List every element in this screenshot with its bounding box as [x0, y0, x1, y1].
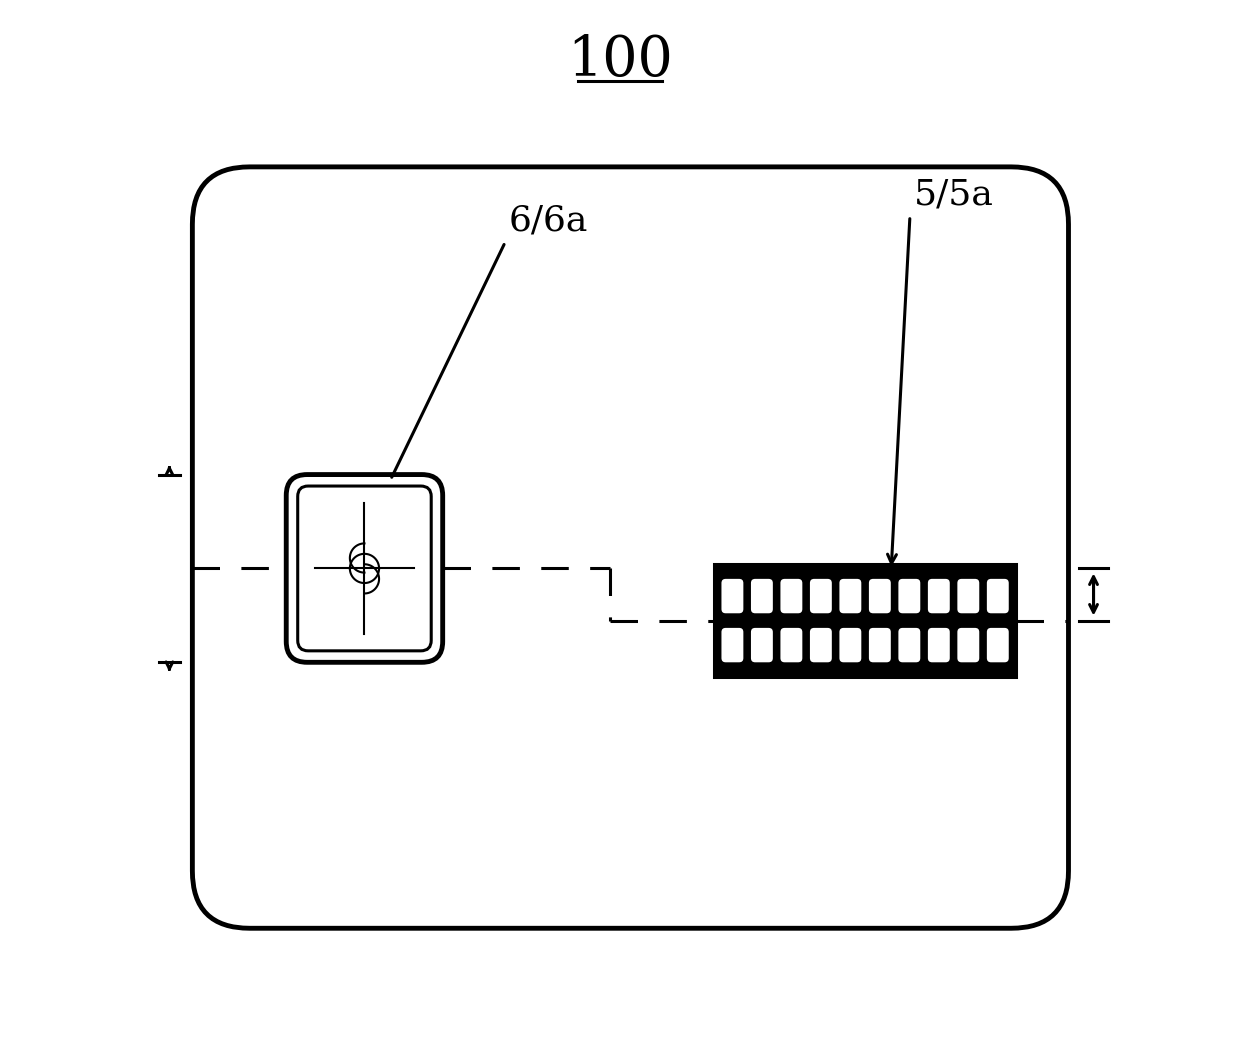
- Text: 100: 100: [567, 33, 673, 88]
- FancyBboxPatch shape: [839, 628, 862, 662]
- FancyBboxPatch shape: [780, 628, 802, 662]
- FancyBboxPatch shape: [286, 475, 443, 662]
- FancyBboxPatch shape: [957, 628, 980, 662]
- FancyBboxPatch shape: [780, 579, 802, 613]
- FancyBboxPatch shape: [869, 579, 890, 613]
- Text: 5/5a: 5/5a: [914, 177, 994, 212]
- FancyBboxPatch shape: [928, 579, 950, 613]
- FancyBboxPatch shape: [899, 579, 920, 613]
- FancyBboxPatch shape: [899, 628, 920, 662]
- FancyBboxPatch shape: [722, 579, 743, 613]
- FancyBboxPatch shape: [839, 579, 862, 613]
- FancyBboxPatch shape: [869, 628, 890, 662]
- FancyBboxPatch shape: [751, 628, 773, 662]
- FancyBboxPatch shape: [810, 628, 832, 662]
- Bar: [714, 564, 1017, 677]
- FancyBboxPatch shape: [987, 628, 1009, 662]
- FancyBboxPatch shape: [722, 628, 743, 662]
- FancyBboxPatch shape: [192, 167, 1069, 928]
- FancyBboxPatch shape: [751, 579, 773, 613]
- Text: 6/6a: 6/6a: [508, 203, 588, 238]
- FancyBboxPatch shape: [298, 486, 432, 651]
- FancyBboxPatch shape: [928, 628, 950, 662]
- FancyBboxPatch shape: [957, 579, 980, 613]
- FancyBboxPatch shape: [987, 579, 1009, 613]
- FancyBboxPatch shape: [810, 579, 832, 613]
